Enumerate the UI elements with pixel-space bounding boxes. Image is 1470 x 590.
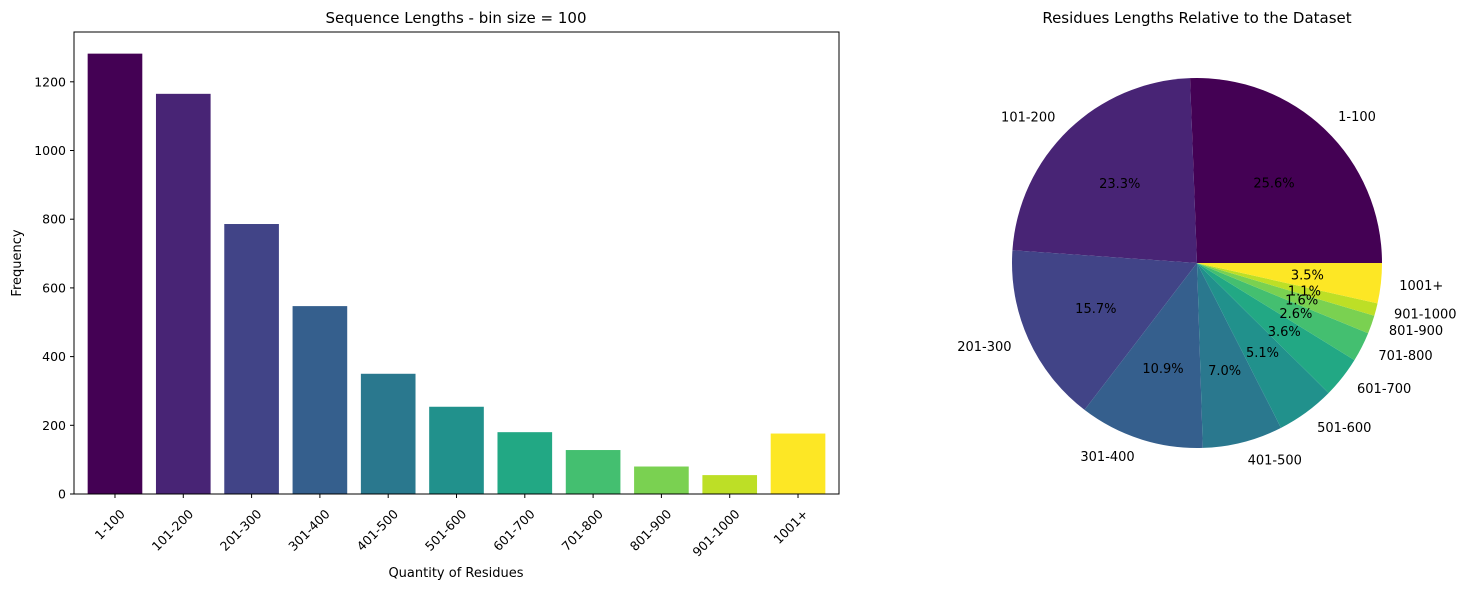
bar-chart-title: Sequence Lengths - bin size = 100: [325, 9, 586, 27]
bar: [224, 224, 279, 495]
x-tick-label: 401-500: [354, 506, 402, 554]
x-tick-label: 801-900: [627, 506, 675, 554]
bar: [634, 466, 689, 494]
pie-percent-label: 1.6%: [1285, 293, 1318, 308]
y-tick-label: 800: [42, 212, 66, 227]
pie-chart: Residues Lengths Relative to the Dataset…: [957, 9, 1456, 469]
pie-slice: [1197, 263, 1369, 361]
pie-percent-label: 23.3%: [1099, 177, 1140, 192]
y-tick-label: 1200: [34, 74, 66, 89]
bar-x-ticks: 1-100 101-200 201-300 301-400 401-500 501-600…: [92, 494, 811, 559]
pie-category-label: 401-500: [1248, 454, 1302, 469]
pie-category-labels: 1-100 101-200 201-300 301-400 401-500 501-600…: [957, 110, 1456, 469]
x-tick-label: 1001+: [770, 506, 811, 547]
pie-slice: [1012, 78, 1197, 264]
x-tick-label: 101-200: [149, 506, 197, 554]
pie-percent-label: 7.0%: [1208, 364, 1241, 379]
pie-category-label: 601-700: [1357, 382, 1411, 397]
bar-chart: Sequence Lengths - bin size = 100 0 200 40…: [10, 9, 840, 581]
bar: [497, 432, 553, 494]
pie-slice: [1197, 263, 1378, 316]
x-tick-label: 501-600: [422, 506, 470, 554]
pie-category-label: 1001+: [1399, 279, 1443, 294]
y-tick-label: 400: [42, 349, 66, 364]
bar-y-ticks: 0 200 400 600 800 1000 1200: [34, 74, 74, 502]
bar: [429, 406, 484, 494]
bar: [565, 450, 621, 494]
pie-percent-label: 3.5%: [1291, 269, 1324, 284]
bar-group: [87, 53, 826, 495]
y-tick-label: 600: [42, 280, 66, 295]
x-tick-label: 701-800: [558, 506, 606, 554]
pie-category-label: 501-600: [1317, 421, 1371, 436]
pie-slices: [1012, 77, 1382, 448]
pie-chart-title: Residues Lengths Relative to the Dataset: [1042, 9, 1351, 27]
pie-category-label: 701-800: [1378, 349, 1432, 364]
y-tick-label: 0: [58, 487, 66, 502]
x-tick-label: 901-1000: [689, 506, 742, 559]
pie-percent-label: 15.7%: [1075, 302, 1116, 317]
bar: [360, 373, 416, 494]
pie-slice: [1197, 263, 1355, 393]
pie-percent-label: 1.1%: [1288, 284, 1321, 299]
pie-category-label: 301-400: [1080, 450, 1134, 465]
x-tick-label: 301-400: [285, 506, 333, 554]
pie-slice: [1197, 263, 1382, 304]
pie-percent-label: 2.6%: [1279, 307, 1312, 322]
pie-category-label: 801-900: [1389, 324, 1443, 339]
x-tick-label: 601-700: [490, 506, 538, 554]
bar-x-axis-label: Quantity of Residues: [388, 566, 523, 581]
bar: [155, 93, 211, 495]
x-tick-label: 201-300: [217, 506, 265, 554]
bar-y-axis-label: Frequency: [10, 229, 25, 296]
bar: [87, 53, 143, 495]
pie-percent-label: 10.9%: [1142, 362, 1183, 377]
pie-category-label: 101-200: [1001, 110, 1055, 125]
y-tick-label: 1000: [34, 143, 66, 158]
x-tick-label: 1-100: [92, 506, 128, 542]
bar-plot-frame: [73, 31, 840, 495]
pie-slice: [1190, 77, 1382, 263]
bar: [292, 306, 348, 494]
pie-slice: [1197, 263, 1375, 334]
bar: [702, 475, 758, 494]
pie-percent-labels: 25.6% 23.3% 15.7% 10.9% 7.0% 5.1% 3.6% 2.6%1.6%…: [1075, 177, 1324, 379]
pie-category-label: 201-300: [957, 340, 1011, 355]
pie-category-label: 1-100: [1338, 110, 1376, 125]
pie-slice: [1084, 263, 1203, 448]
pie-slice: [1197, 263, 1281, 448]
pie-percent-label: 3.6%: [1268, 325, 1301, 340]
y-tick-label: 200: [42, 418, 66, 433]
pie-slice: [1197, 263, 1329, 428]
pie-category-label: 901-1000: [1394, 308, 1457, 323]
pie-slice: [1012, 250, 1197, 410]
bar: [770, 433, 826, 494]
pie-percent-label: 25.6%: [1253, 177, 1294, 192]
pie-percent-label: 5.1%: [1246, 346, 1279, 361]
